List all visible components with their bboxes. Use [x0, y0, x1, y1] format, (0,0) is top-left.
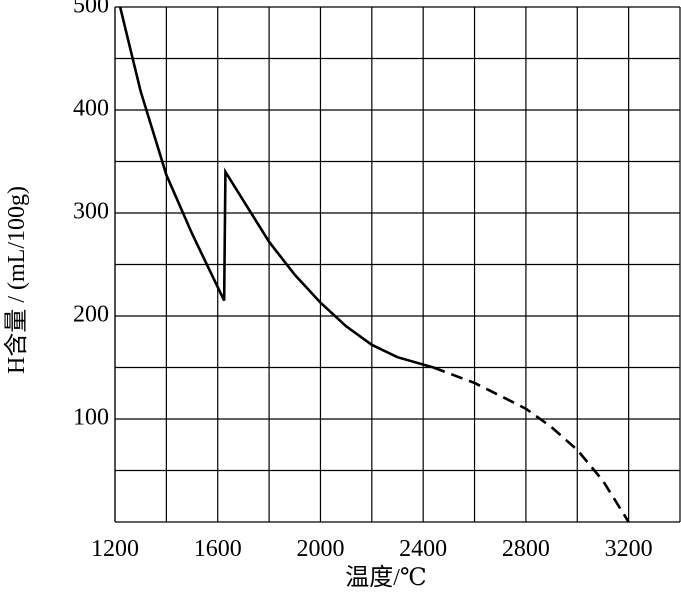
y-tick-label: 400	[73, 96, 109, 122]
y-tick-label: 100	[73, 405, 109, 431]
x-tick-label: 3200	[605, 536, 653, 562]
x-tick-label: 1200	[91, 536, 139, 562]
x-tick-label: 2800	[502, 536, 550, 562]
x-tick-label: 1600	[194, 536, 242, 562]
line-series	[118, 6, 434, 369]
line-series	[432, 366, 630, 523]
y-tick-label: 300	[73, 199, 109, 225]
y-tick-label: 500	[73, 0, 109, 19]
x-tick-label: 2400	[399, 536, 447, 562]
y-tick-label: 200	[73, 302, 109, 328]
x-tick-label: 2000	[296, 536, 344, 562]
y-axis-label: H含量 / (mL/100g)	[3, 186, 30, 374]
x-axis-label: 温度/℃	[345, 564, 427, 591]
